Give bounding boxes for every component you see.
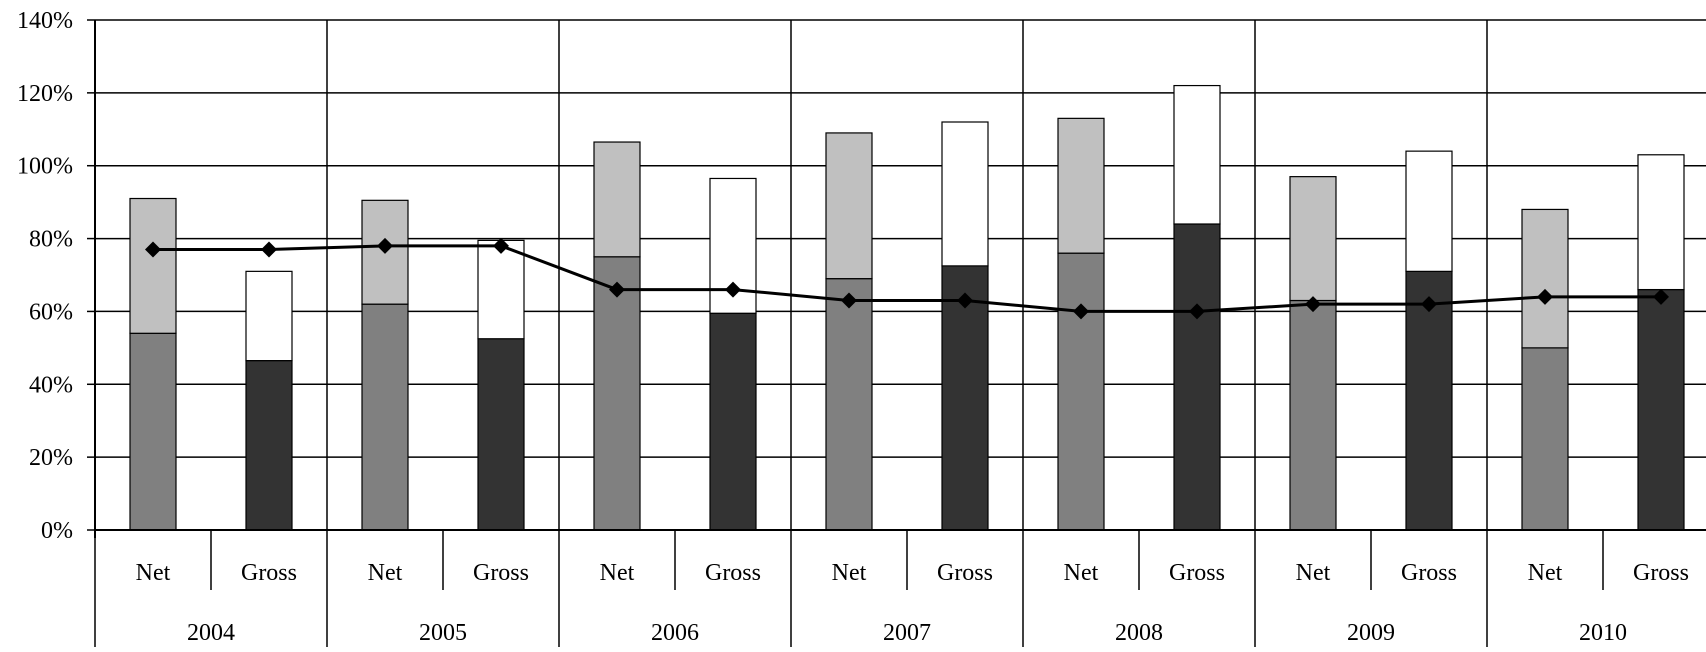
x-sub-label-gross: Gross bbox=[705, 560, 761, 586]
x-group-label-2008: 2008 bbox=[1115, 620, 1163, 646]
bar-net-top-2006 bbox=[593, 141, 641, 258]
y-tick-label: 60% bbox=[29, 299, 73, 325]
x-sub-label-net: Net bbox=[600, 560, 635, 586]
bar-gross-bottom-2007 bbox=[941, 265, 989, 531]
bar-net-bottom-2010 bbox=[1521, 347, 1569, 531]
x-sub-label-net: Net bbox=[136, 560, 171, 586]
trend-line bbox=[145, 237, 1669, 320]
x-group-label-2009: 2009 bbox=[1347, 620, 1395, 646]
x-group-label-2007: 2007 bbox=[883, 620, 931, 646]
x-sub-label-net: Net bbox=[832, 560, 867, 586]
bar-net-top-2007 bbox=[825, 132, 873, 280]
bar-net-bottom-2005 bbox=[361, 303, 409, 531]
bar-gross-bottom-2004 bbox=[245, 360, 293, 531]
line-marker-gross-2010 bbox=[1653, 288, 1669, 305]
x-sub-label-gross: Gross bbox=[1633, 560, 1689, 586]
bar-net-bottom-2007 bbox=[825, 278, 873, 531]
line-marker-net-2004 bbox=[145, 241, 161, 258]
x-sub-label-net: Net bbox=[1296, 560, 1331, 586]
bar-net-bottom-2008 bbox=[1057, 252, 1105, 531]
bar-gross-top-2005 bbox=[477, 239, 525, 340]
y-tick-label: 20% bbox=[29, 445, 73, 471]
x-group-label-2006: 2006 bbox=[651, 620, 699, 646]
x-sub-label-net: Net bbox=[1064, 560, 1099, 586]
bar-net-top-2004 bbox=[129, 197, 177, 334]
y-tick-label: 140% bbox=[17, 8, 73, 34]
x-group-label-2010: 2010 bbox=[1579, 620, 1627, 646]
x-sub-label-net: Net bbox=[368, 560, 403, 586]
line-marker-net-2007 bbox=[841, 292, 857, 309]
bar-gross-top-2008 bbox=[1173, 84, 1221, 225]
x-sub-label-gross: Gross bbox=[1401, 560, 1457, 586]
bar-gross-top-2009 bbox=[1405, 150, 1453, 272]
x-sub-label-gross: Gross bbox=[473, 560, 529, 586]
bar-gross-bottom-2010 bbox=[1637, 288, 1685, 531]
line-marker-gross-2009 bbox=[1421, 296, 1437, 313]
x-sub-label-gross: Gross bbox=[241, 560, 297, 586]
line-marker-net-2008 bbox=[1073, 303, 1089, 320]
x-sub-label-gross: Gross bbox=[1169, 560, 1225, 586]
bar-gross-bottom-2009 bbox=[1405, 270, 1453, 531]
bar-gross-bottom-2006 bbox=[709, 312, 757, 531]
y-tick-label: 100% bbox=[17, 154, 73, 180]
bar-net-bottom-2006 bbox=[593, 256, 641, 531]
line-marker-gross-2006 bbox=[725, 281, 741, 298]
bar-net-top-2008 bbox=[1057, 117, 1105, 254]
y-tick-label: 40% bbox=[29, 372, 73, 398]
line-marker-net-2009 bbox=[1305, 296, 1321, 313]
bar-gross-top-2007 bbox=[941, 121, 989, 267]
x-group-label-2005: 2005 bbox=[419, 620, 467, 646]
bar-gross-top-2004 bbox=[245, 270, 293, 362]
line-marker-gross-2008 bbox=[1189, 303, 1205, 320]
bar-gross-bottom-2008 bbox=[1173, 223, 1221, 531]
bar-gross-top-2010 bbox=[1637, 154, 1685, 291]
x-sub-label-gross: Gross bbox=[937, 560, 993, 586]
x-sub-label-net: Net bbox=[1528, 560, 1563, 586]
line-marker-net-2005 bbox=[377, 237, 393, 254]
y-tick-label: 80% bbox=[29, 227, 73, 253]
bars bbox=[129, 84, 1685, 531]
y-tick-label: 120% bbox=[17, 81, 73, 107]
bar-net-bottom-2004 bbox=[129, 332, 177, 531]
bar-net-bottom-2009 bbox=[1289, 299, 1337, 531]
axis-labels: 0% 20% 40% 60% 80% 100% 120% 140% Net Gross 2004 Ne… bbox=[17, 8, 1689, 646]
x-group-label-2004: 2004 bbox=[187, 620, 235, 646]
line-marker-net-2010 bbox=[1537, 288, 1553, 305]
bar-net-top-2009 bbox=[1289, 176, 1337, 302]
line-marker-gross-2004 bbox=[261, 241, 277, 258]
bar-net-top-2010 bbox=[1521, 208, 1569, 349]
trend-line-path bbox=[153, 244, 1661, 313]
line-marker-gross-2007 bbox=[957, 292, 973, 309]
line-marker-gross-2005 bbox=[493, 237, 509, 254]
y-tick-label: 0% bbox=[41, 518, 73, 544]
line-marker-net-2006 bbox=[609, 281, 625, 298]
gridlines bbox=[94, 19, 1706, 647]
bar-gross-bottom-2005 bbox=[477, 338, 525, 531]
axes bbox=[87, 19, 1706, 590]
